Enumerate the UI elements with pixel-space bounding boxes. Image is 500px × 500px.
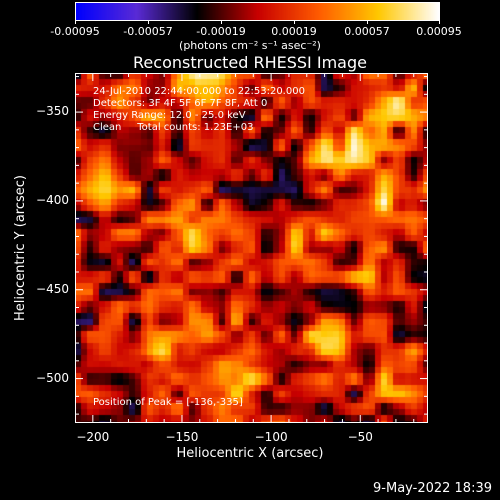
x-tick-label: −100: [254, 430, 288, 444]
x-tick-label: −200: [76, 430, 110, 444]
y-tick-label: −350: [36, 104, 69, 119]
colorbar-tick-mark: [439, 20, 440, 24]
chart-title: Reconstructed RHESSI Image: [133, 53, 367, 72]
plot-area: 24-Jul-2010 22:44:00.000 to 22:53:20.000…: [75, 73, 428, 423]
x-axis-label: Heliocentric X (arcsec): [176, 446, 324, 461]
x-tick-label: −50: [347, 430, 373, 444]
colorbar-tick-label: -0.00095: [50, 25, 100, 38]
x-tick-label: −150: [165, 430, 199, 444]
info-clean-counts: Clean Total counts: 1.23E+03: [93, 122, 254, 133]
colorbar-tick-label: 0.00095: [416, 25, 462, 38]
peak-position-label: Position of Peak = [-136,-335]: [93, 397, 243, 408]
colorbar-tick-label: 0.00057: [344, 25, 390, 38]
info-time-range: 24-Jul-2010 22:44:00.000 to 22:53:20.000: [93, 86, 305, 97]
colorbar: [75, 2, 440, 21]
colorbar-tick-label: -0.00019: [196, 25, 246, 38]
colorbar-tick-mark: [75, 20, 76, 24]
colorbar-tick-label: 0.00019: [271, 25, 317, 38]
heatmap-image: [75, 73, 428, 423]
y-tick-label: −500: [36, 370, 69, 385]
colorbar-units: (photons cm⁻² s⁻¹ asec⁻²): [179, 39, 321, 52]
plot-timestamp: 9-May-2022 18:39: [373, 481, 492, 496]
plot-frame: [75, 73, 428, 423]
colorbar-tick-mark: [148, 20, 149, 24]
y-tick-label: −400: [36, 192, 69, 207]
colorbar-tick-label: -0.00057: [123, 25, 173, 38]
colorbar-tick-mark: [367, 20, 368, 24]
plot-axes-overlay: [75, 73, 428, 423]
colorbar-tick-mark: [221, 20, 222, 24]
y-axis-label: Heliocentric Y (arcsec): [13, 175, 28, 321]
colorbar-tick-mark: [294, 20, 295, 24]
y-tick-label: −450: [36, 281, 69, 296]
info-detectors: Detectors: 3F 4F 5F 6F 7F 8F, Att 0: [93, 98, 268, 109]
info-energy-range: Energy Range: 12.0 - 25.0 keV: [93, 110, 246, 121]
